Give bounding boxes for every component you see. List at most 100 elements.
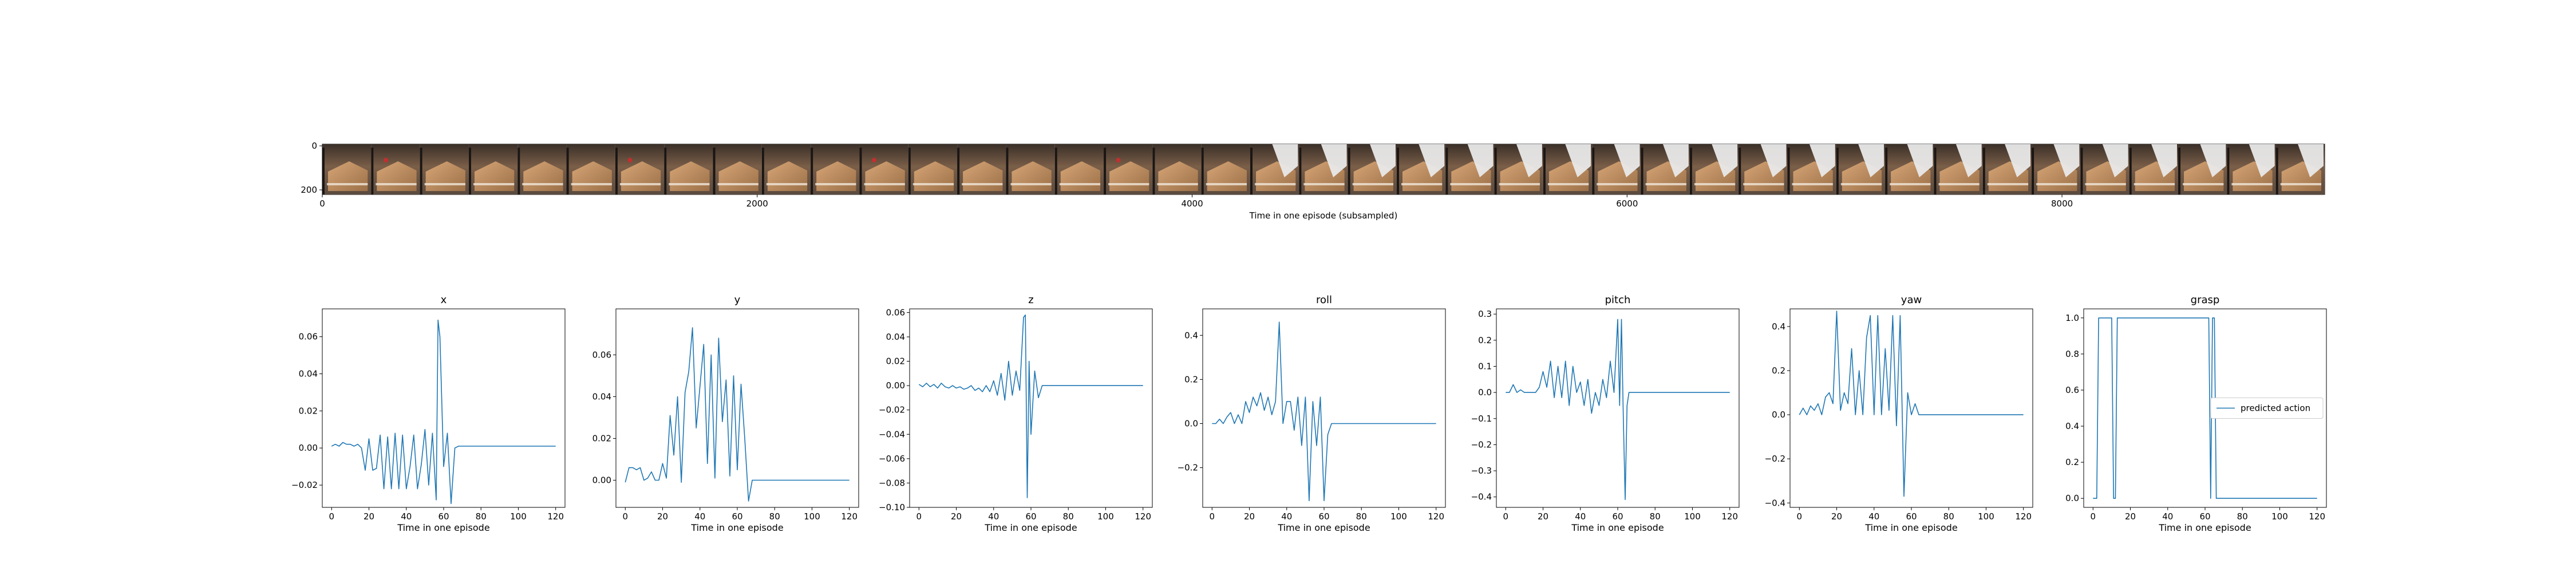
ytick-label: 0.0 <box>1478 387 1492 398</box>
subplot-title: pitch <box>1605 294 1631 306</box>
xtick-label: 20 <box>1244 511 1255 522</box>
ytick-label: 0.00 <box>592 475 611 486</box>
strip-frame <box>1641 144 1690 194</box>
subplot-title: roll <box>1316 294 1332 306</box>
ytick-label: −0.02 <box>879 405 905 415</box>
xlabel: Time in one episode <box>690 522 783 533</box>
ytick-label: 0.0 <box>2065 493 2079 503</box>
ytick-label: −0.02 <box>291 480 318 490</box>
strip-frame <box>1543 144 1593 194</box>
ytick-label: −0.2 <box>1765 454 1785 464</box>
subplot-title: yaw <box>1901 294 1922 306</box>
axes-frame <box>615 308 859 508</box>
xtick-label: 40 <box>1281 511 1292 522</box>
xlabel: Time in one episode <box>1277 522 1370 533</box>
xtick-label: 20 <box>657 511 668 522</box>
xtick-label: 0 <box>623 511 629 522</box>
ytick-label: 0.02 <box>886 356 905 367</box>
ytick-label: 0.2 <box>1478 335 1492 345</box>
strip-frame <box>468 144 518 194</box>
series-line <box>1799 311 2024 497</box>
strip-frame <box>2129 144 2179 194</box>
ytick-label: 0.2 <box>2065 457 2079 467</box>
ytick-label: −0.4 <box>1765 498 1785 508</box>
xtick-label: 100 <box>2271 511 2288 522</box>
xtick-label: 120 <box>1135 511 1151 522</box>
ytick-label: 0.04 <box>299 369 318 379</box>
xtick-label: 60 <box>2199 511 2210 522</box>
strip-frame <box>615 144 665 194</box>
strip-frame <box>1787 144 1836 194</box>
strip-frame <box>811 144 860 194</box>
ytick-label: −0.10 <box>879 502 905 513</box>
strip-frame <box>1396 144 1446 194</box>
series-line <box>1212 321 1436 502</box>
ytick-label: 0.06 <box>592 349 611 360</box>
ytick-label: 0.00 <box>886 380 905 391</box>
xtick-label: 0 <box>329 511 335 522</box>
xtick-label: 80 <box>2237 511 2248 522</box>
ytick-label: 0.06 <box>299 332 318 342</box>
xtick-label: 0 <box>1210 511 1215 522</box>
ytick-label: 0.04 <box>592 391 611 402</box>
strip-frame <box>1250 144 1299 194</box>
strip-frame <box>859 144 908 194</box>
subplot-title: z <box>1028 294 1033 306</box>
strip-frame <box>1689 144 1739 194</box>
strip-frame <box>2032 144 2081 194</box>
ytick-label: 0.04 <box>886 332 905 342</box>
ytick-label: 0.4 <box>1184 330 1198 340</box>
strip-frame <box>1739 144 1788 194</box>
strip-frame <box>2275 144 2325 194</box>
xtick-label: 40 <box>694 511 705 522</box>
strip-frame <box>1592 144 1641 194</box>
ytick-label: −0.06 <box>879 454 905 464</box>
xtick-label: 40 <box>1868 511 1879 522</box>
xtick-label: 60 <box>1612 511 1623 522</box>
series-line <box>331 319 556 505</box>
strip-frame <box>1299 144 1348 194</box>
xtick-label: 80 <box>769 511 780 522</box>
strip-frame <box>957 144 1006 194</box>
xtick-label: 40 <box>988 511 999 522</box>
xtick-label: 80 <box>476 511 487 522</box>
strip-frame <box>1348 144 1397 194</box>
strip-ytick-label: 200 <box>301 185 317 195</box>
ytick-label: 0.3 <box>1478 309 1492 319</box>
legend-label: predicted action <box>2241 403 2310 414</box>
strip-frame <box>1934 144 1983 194</box>
strip-frame <box>908 144 958 194</box>
ytick-label: −0.04 <box>879 429 905 439</box>
xtick-label: 60 <box>1025 511 1036 522</box>
strip-frame <box>1982 144 2032 194</box>
ytick-label: 0.02 <box>592 433 611 443</box>
ytick-label: 0.4 <box>2065 421 2079 431</box>
xtick-label: 0 <box>2091 511 2096 522</box>
xlabel: Time in one episode <box>1571 522 1664 533</box>
strip-frame <box>1836 144 1886 194</box>
ytick-label: 0.00 <box>299 443 318 453</box>
xtick-label: 20 <box>364 511 374 522</box>
ytick-label: −0.2 <box>1178 463 1198 473</box>
axes-frame <box>1202 308 1446 508</box>
strip-xtick-label: 2000 <box>746 198 768 209</box>
subplot-title: y <box>734 294 741 306</box>
xtick-label: 120 <box>1428 511 1444 522</box>
xlabel: Time in one episode <box>984 522 1077 533</box>
strip-frame <box>1054 144 1104 194</box>
legend: predicted action <box>2210 398 2324 419</box>
strip-frame <box>1445 144 1495 194</box>
strip-frame <box>1152 144 1202 194</box>
xtick-label: 100 <box>1097 511 1114 522</box>
subplot-grasp: grasp 0 20 40 60 80 100 120 0.0 0.2 0.4 0.6 0.8 1.0 Ti… <box>2065 294 2327 533</box>
strip-frame <box>322 144 372 194</box>
xtick-label: 120 <box>841 511 858 522</box>
series-line <box>625 327 850 502</box>
strip-frame <box>1494 144 1543 194</box>
xtick-label: 40 <box>401 511 412 522</box>
xtick-label: 100 <box>510 511 527 522</box>
ytick-label: 0.2 <box>1184 374 1198 384</box>
xtick-label: 20 <box>1831 511 1842 522</box>
strip-frame <box>517 144 567 194</box>
